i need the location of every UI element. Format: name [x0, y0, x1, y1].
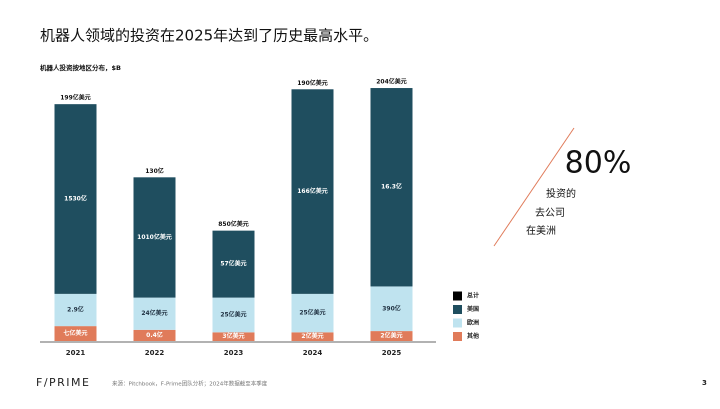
total-label: 190亿美元 — [297, 79, 328, 87]
legend-label: 其他 — [467, 332, 479, 340]
legend-label: 欧洲 — [467, 319, 479, 327]
page-number: 3 — [702, 379, 707, 387]
callout-line — [493, 127, 575, 247]
data-label: 2亿美元 — [301, 332, 323, 340]
legend-label: 总计 — [467, 292, 479, 300]
bar-segment — [370, 286, 413, 332]
bar-segment — [212, 297, 255, 333]
data-label: 16.3亿 — [381, 183, 402, 191]
bar-segment — [54, 293, 97, 327]
data-label: 390亿 — [382, 304, 401, 312]
bar-segment — [291, 89, 334, 294]
bar-segment — [54, 326, 97, 341]
x-tick-label: 2022 — [145, 349, 165, 357]
logo: F/PRIME — [36, 376, 91, 389]
bar-segment — [133, 329, 176, 341]
data-label: 25亿美元 — [299, 309, 325, 317]
x-tick-label: 2023 — [224, 349, 244, 357]
total-label: 204亿美元 — [376, 78, 407, 86]
data-label: 24亿美元 — [141, 309, 167, 317]
data-label: 0.4亿 — [146, 331, 163, 339]
chart-subtitle: 机器人投资按地区分布，$B — [40, 63, 121, 72]
x-tick-label: 2025 — [382, 349, 402, 357]
bar-segment — [212, 332, 255, 341]
data-label: 166亿美元 — [297, 187, 328, 195]
data-label: 2亿美元 — [380, 332, 402, 340]
data-label: 57亿美元 — [220, 260, 246, 268]
bar-segment — [54, 104, 97, 294]
bar-segment — [212, 230, 255, 298]
data-label: 七亿美元 — [63, 329, 87, 337]
data-label: 1530亿 — [64, 195, 87, 203]
data-label: 1010亿美元 — [137, 233, 172, 241]
legend-swatch — [453, 332, 462, 341]
total-label: 130亿 — [145, 167, 164, 175]
callout-value: 80% — [565, 146, 632, 181]
x-tick-label: 2021 — [66, 349, 86, 357]
callout-text: 在美洲 — [526, 224, 556, 237]
legend-swatch — [453, 305, 462, 314]
bar-segment — [133, 297, 176, 330]
legend-swatch — [453, 318, 462, 328]
source-note: 来源：Pitchbook，F-Prime团队分析；2024年数据截至本季度 — [112, 380, 268, 388]
total-label: 850亿美元 — [218, 220, 249, 228]
callout-text: 投资的 — [546, 187, 576, 200]
data-label: 3亿美元 — [222, 332, 244, 340]
legend-swatch — [453, 291, 462, 301]
total-label: 199亿美元 — [60, 94, 91, 102]
callout-text: 去公司 — [535, 207, 565, 219]
bar-segment — [133, 177, 176, 298]
chart-title: 机器人领域的投资在2025年达到了历史最高水平。 — [40, 27, 378, 45]
bar-segment — [291, 332, 334, 341]
data-label: 25亿美元 — [220, 310, 246, 318]
bar-segment — [370, 331, 413, 341]
bar-segment — [370, 88, 413, 287]
bar-segment — [291, 293, 334, 333]
x-tick-label: 2024 — [303, 349, 323, 357]
data-label: 2.9亿 — [67, 306, 84, 314]
legend-label: 美国 — [466, 305, 479, 313]
